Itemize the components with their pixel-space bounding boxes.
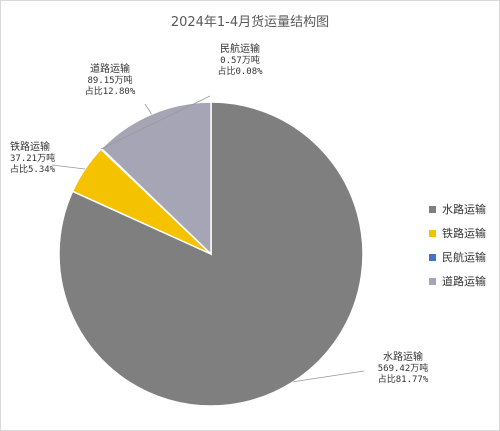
legend-swatch-road: [429, 277, 436, 285]
leader-line-road: [144, 103, 152, 115]
legend-item-air: 民航运输: [429, 245, 486, 269]
data-label-name-air: 民航运输: [220, 42, 260, 55]
legend-swatch-water: [429, 205, 436, 213]
data-label-share-road: 占比12.80%: [85, 85, 136, 97]
legend-item-road: 道路运输: [429, 269, 486, 293]
pie-slice-road: [100, 101, 212, 256]
data-label-value-road: 89.15万吨: [87, 74, 132, 86]
data-label-value-water: 569.42万吨: [378, 362, 429, 374]
leader-line-rail: [51, 164, 86, 170]
legend-label-air: 民航运输: [442, 251, 486, 264]
legend-swatch-rail: [429, 229, 436, 237]
legend-label-road: 道路运输: [442, 275, 486, 288]
legend-label-rail: 铁路运输: [442, 227, 486, 240]
legend-label-water: 水路运输: [442, 203, 486, 216]
chart-title: 2024年1-4月货运量结构图: [170, 15, 330, 30]
data-label-share-water: 占比81.77%: [378, 373, 429, 385]
data-label-name-road: 道路运输: [90, 62, 130, 75]
data-label-value-air: 0.57万吨: [220, 54, 260, 66]
data-label-share-air: 占比0.08%: [217, 65, 263, 77]
data-label-name-rail: 铁路运输: [10, 140, 50, 153]
legend-swatch-air: [429, 253, 436, 261]
legend-item-water: 水路运输: [429, 197, 486, 221]
legend: 水路运输 铁路运输 民航运输 道路运输: [429, 197, 486, 293]
data-label-name-water: 水路运输: [383, 350, 423, 363]
legend-item-rail: 铁路运输: [429, 221, 486, 245]
leader-line-water: [293, 370, 365, 383]
data-label-share-rail: 占比5.34%: [10, 163, 56, 175]
leader-line-air: [101, 95, 211, 150]
data-label-value-rail: 37.21万吨: [10, 152, 55, 164]
